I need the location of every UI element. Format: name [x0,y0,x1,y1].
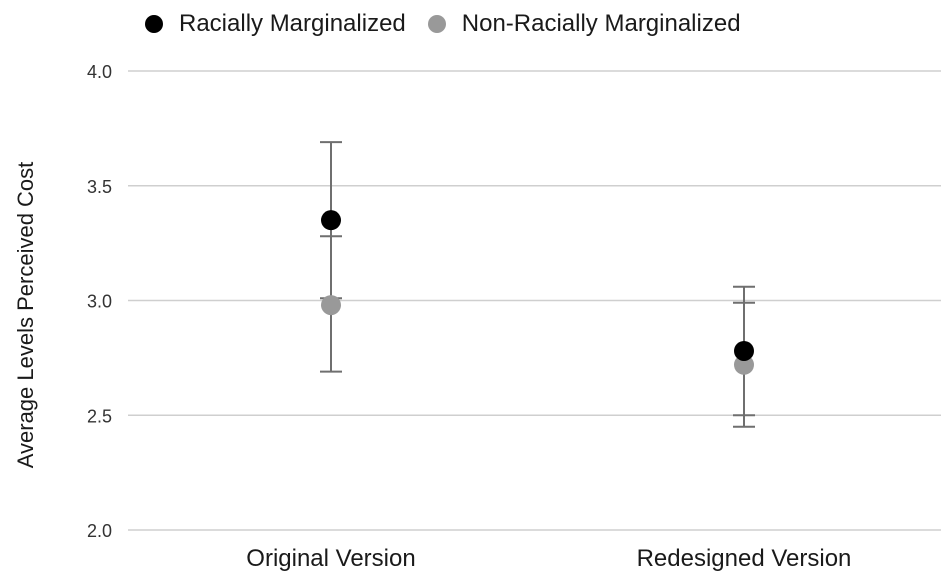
x-tick-label: Original Version [246,545,415,571]
data-points [321,210,754,375]
gridlines [128,70,941,531]
y-tick-label: 2.0 [87,521,112,541]
y-axis-label: Average Levels Perceived Cost [13,162,38,469]
y-tick-label: 4.0 [87,62,112,82]
legend-marker-racially-marginalized [145,15,163,33]
data-point-racially-marginalized [321,210,341,231]
data-point-non-racially-marginalized [734,354,754,375]
y-tick-label: 3.0 [87,292,112,312]
legend-marker-non-racially-marginalized [427,15,446,33]
y-tick-label: 2.5 [87,406,112,426]
y-axis-tick-labels: 2.0 2.5 3.0 3.5 4.0 [87,62,112,541]
data-point-non-racially-marginalized [321,295,341,316]
legend-label-racially-marginalized: Racially Marginalized [179,10,406,37]
legend: Racially Marginalized Non-Racially Margi… [145,10,763,38]
legend-item-non-racially-marginalized: Non-Racially Marginalized [427,10,741,38]
data-point-racially-marginalized [734,340,754,361]
error-bars [320,141,755,428]
legend-label-non-racially-marginalized: Non-Racially Marginalized [461,10,741,37]
y-tick-label: 3.5 [87,177,112,197]
legend-item-racially-marginalized: Racially Marginalized [145,10,406,38]
x-axis-tick-labels: Original Version Redesigned Version [246,545,851,571]
x-tick-label: Redesigned Version [637,545,852,571]
